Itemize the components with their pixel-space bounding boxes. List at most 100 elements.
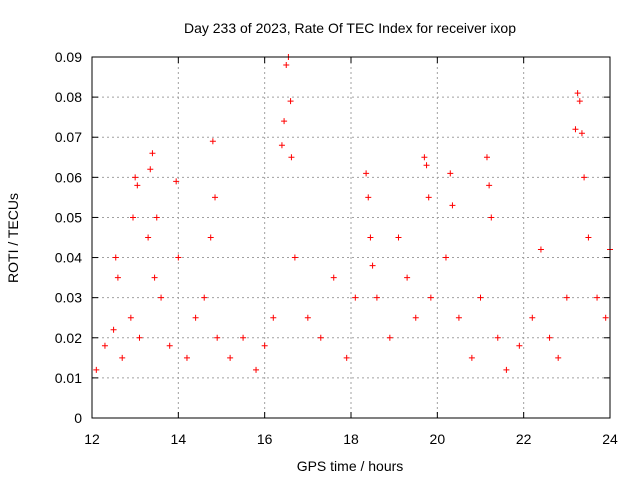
- data-point: [455, 314, 462, 321]
- x-tick-label: 18: [343, 431, 359, 447]
- data-point: [529, 314, 536, 321]
- chart-title: Day 233 of 2023, Rate Of TEC Index for r…: [184, 20, 516, 36]
- data-point: [330, 274, 337, 281]
- data-point: [546, 334, 553, 341]
- data-point: [270, 314, 277, 321]
- data-point: [119, 354, 126, 361]
- y-tick-label: 0.09: [55, 49, 82, 65]
- data-point: [183, 354, 190, 361]
- data-point: [477, 294, 484, 301]
- y-tick-label: 0.05: [55, 209, 82, 225]
- data-point: [101, 342, 108, 349]
- data-point: [483, 154, 490, 161]
- data-point: [574, 90, 581, 97]
- data-point: [468, 354, 475, 361]
- data-point: [192, 314, 199, 321]
- data-point: [581, 174, 588, 181]
- data-point: [494, 334, 501, 341]
- data-point: [134, 182, 141, 189]
- data-point: [281, 118, 288, 125]
- data-point: [365, 194, 372, 201]
- data-point: [175, 254, 182, 261]
- data-point: [425, 194, 432, 201]
- data-point: [317, 334, 324, 341]
- data-point: [447, 170, 454, 177]
- data-point: [578, 130, 585, 137]
- data-point: [572, 126, 579, 133]
- y-tick-label: 0.02: [55, 330, 82, 346]
- data-point: [287, 98, 294, 105]
- data-point: [240, 334, 247, 341]
- x-tick-label: 24: [602, 431, 618, 447]
- data-point: [209, 138, 216, 145]
- data-point: [114, 274, 121, 281]
- data-point: [488, 214, 495, 221]
- data-point: [537, 246, 544, 253]
- data-point: [352, 294, 359, 301]
- data-point: [449, 202, 456, 209]
- data-point: [201, 294, 208, 301]
- data-point: [369, 262, 376, 269]
- data-point: [132, 174, 139, 181]
- data-point: [166, 342, 173, 349]
- data-point: [427, 294, 434, 301]
- data-point: [253, 366, 260, 373]
- x-tick-label: 14: [171, 431, 187, 447]
- data-point: [214, 334, 221, 341]
- y-tick-label: 0.01: [55, 370, 82, 386]
- x-tick-label: 20: [430, 431, 446, 447]
- data-point: [602, 314, 609, 321]
- x-tick-label: 16: [257, 431, 273, 447]
- data-point: [112, 254, 119, 261]
- data-point: [212, 194, 219, 201]
- data-point: [486, 182, 493, 189]
- data-point: [147, 166, 154, 173]
- data-point: [386, 334, 393, 341]
- grid-lines: [92, 57, 610, 418]
- data-point: [442, 254, 449, 261]
- y-tick-label: 0.08: [55, 89, 82, 105]
- data-point: [585, 234, 592, 241]
- data-point: [127, 314, 134, 321]
- data-point: [207, 234, 214, 241]
- y-tick-label: 0: [74, 410, 82, 426]
- data-point: [110, 326, 117, 333]
- data-point: [136, 334, 143, 341]
- data-point: [291, 254, 298, 261]
- data-point: [421, 154, 428, 161]
- data-point: [594, 294, 601, 301]
- y-tick-label: 0.03: [55, 290, 82, 306]
- data-point: [288, 154, 295, 161]
- data-point: [563, 294, 570, 301]
- data-point: [373, 294, 380, 301]
- data-point: [367, 234, 374, 241]
- y-tick-label: 0.07: [55, 129, 82, 145]
- x-tick-label: 22: [516, 431, 532, 447]
- data-point: [149, 150, 156, 157]
- data-point: [395, 234, 402, 241]
- data-point: [555, 354, 562, 361]
- data-point: [423, 162, 430, 169]
- data-point: [363, 170, 370, 177]
- y-tick-label: 0.04: [55, 250, 82, 266]
- data-point: [278, 142, 285, 149]
- y-tick-label: 0.06: [55, 169, 82, 185]
- data-point: [503, 366, 510, 373]
- data-point: [93, 366, 100, 373]
- data-point: [412, 314, 419, 321]
- data-points: [93, 54, 613, 373]
- data-point: [227, 354, 234, 361]
- data-point: [145, 234, 152, 241]
- data-point: [516, 342, 523, 349]
- y-axis-label: ROTI / TECUs: [5, 193, 21, 283]
- data-point: [304, 314, 311, 321]
- data-point: [173, 178, 180, 185]
- axis-ticks: 0 0.01 0.02 0.03 0.04 0.05 0.06 0.07 0.08 0.09 12 1…: [55, 49, 618, 447]
- data-point: [576, 98, 583, 105]
- data-point: [261, 342, 268, 349]
- data-point: [151, 274, 158, 281]
- data-point: [130, 214, 137, 221]
- data-point: [158, 294, 165, 301]
- x-tick-label: 12: [84, 431, 100, 447]
